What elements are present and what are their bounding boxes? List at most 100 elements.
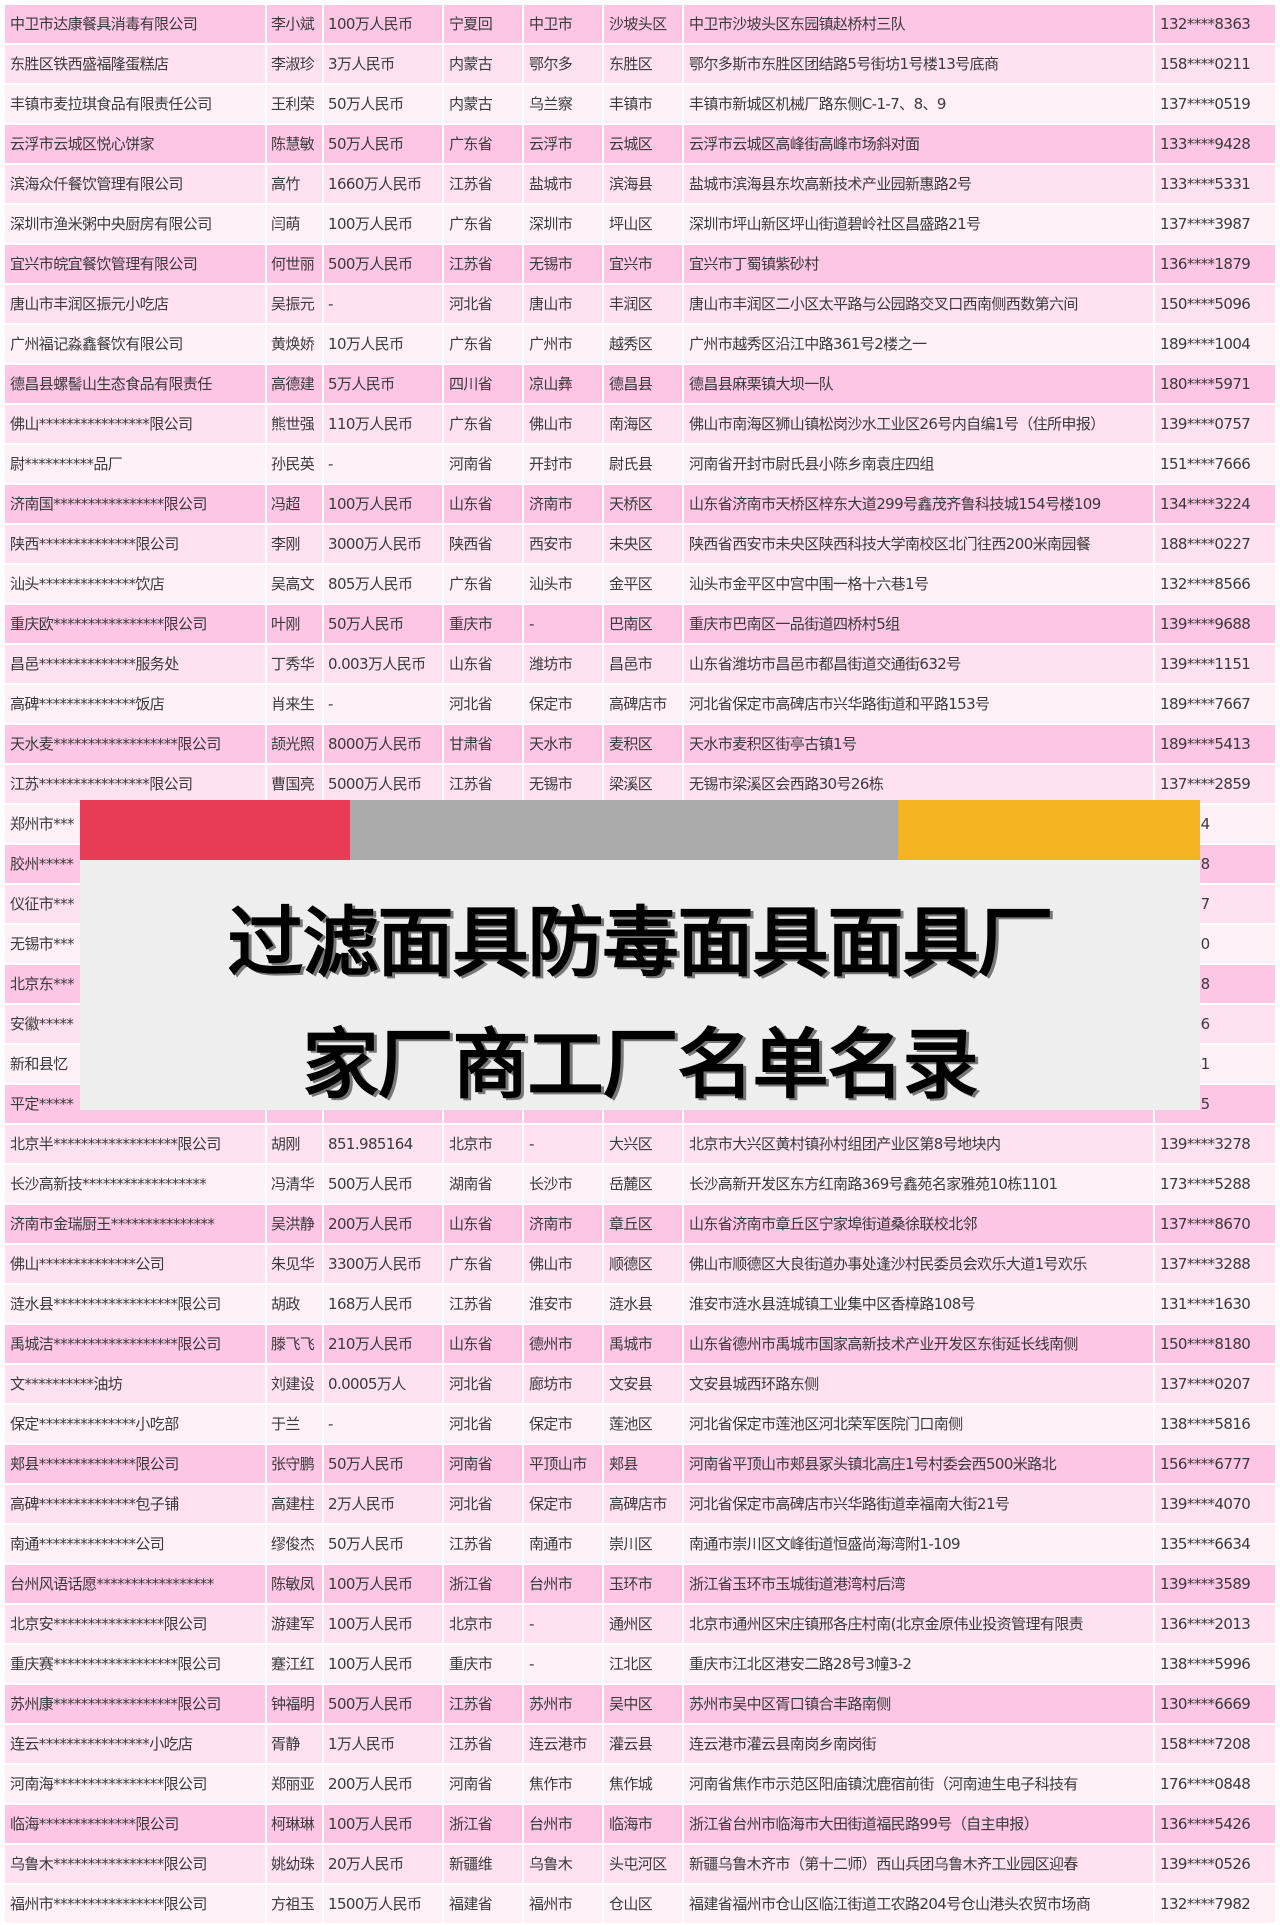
province-cell: 浙江省 xyxy=(444,1805,522,1843)
capital-cell: 500万人民币 xyxy=(324,245,442,283)
company-list-table: 中卫市达康餐具消毒有限公司 李小斌 100万人民币 宁夏回 中卫市 沙坡头区 中卫市沙坡头区… xyxy=(5,5,1277,1925)
company-cell: 佛山**************公司 xyxy=(5,1245,265,1283)
contact-cell: 郑丽亚 xyxy=(267,1765,322,1803)
province-cell: 江苏省 xyxy=(444,1685,522,1723)
district-cell: 临海市 xyxy=(604,1805,682,1843)
district-cell: 云城区 xyxy=(604,125,682,163)
district-cell: 东胜区 xyxy=(604,45,682,83)
address-cell: 河北省保定市高碑店市兴华路街道和平路153号 xyxy=(684,685,1153,723)
city-cell: 深圳市 xyxy=(524,205,602,243)
address-cell: 浙江省台州市临海市大田街道福民路99号（自主申报） xyxy=(684,1805,1153,1843)
table-row: 连云****************小吃店 胥静 1万人民币 江苏省 连云港市 灌云县 连云… xyxy=(5,1725,1277,1763)
district-cell: 梁溪区 xyxy=(604,765,682,803)
title-banner: 过滤面具防毒面具面具厂家厂商工厂名单名录 xyxy=(80,800,1200,1110)
phone-cell: 156****6777 xyxy=(1155,1445,1275,1483)
address-cell: 鄂尔多斯市东胜区团结路5号街坊1号楼13号底商 xyxy=(684,45,1153,83)
district-cell: 金平区 xyxy=(604,565,682,603)
company-cell: 乌鲁木****************限公司 xyxy=(5,1845,265,1883)
address-cell: 山东省济南市章丘区宁家埠街道桑徐联校北邻 xyxy=(684,1205,1153,1243)
province-cell: 山东省 xyxy=(444,645,522,683)
district-cell: 高碑店市 xyxy=(604,685,682,723)
phone-cell: 135****6634 xyxy=(1155,1525,1275,1563)
table-row: 郏县**************限公司 张守鹏 50万人民币 河南省 平顶山市 郏县 河南省… xyxy=(5,1445,1277,1483)
province-cell: 山东省 xyxy=(444,1325,522,1363)
address-cell: 无锡市梁溪区会西路30号26栋 xyxy=(684,765,1153,803)
district-cell: 玉环市 xyxy=(604,1565,682,1603)
company-cell: 保定**************小吃部 xyxy=(5,1405,265,1443)
city-cell: 唐山市 xyxy=(524,285,602,323)
table-row: 乌鲁木****************限公司 姚幼珠 20万人民币 新疆维 乌鲁木 头屯河… xyxy=(5,1845,1277,1883)
phone-cell: 158****7208 xyxy=(1155,1725,1275,1763)
company-cell: 北京安****************限公司 xyxy=(5,1605,265,1643)
address-cell: 长沙高新开发区东方红南路369号鑫苑名家雅苑10栋1101 xyxy=(684,1165,1153,1203)
city-cell: 无锡市 xyxy=(524,765,602,803)
phone-cell: 137****3288 xyxy=(1155,1245,1275,1283)
company-cell: 文**********油坊 xyxy=(5,1365,265,1403)
capital-cell: 200万人民币 xyxy=(324,1205,442,1243)
city-cell: 保定市 xyxy=(524,1405,602,1443)
province-cell: 宁夏回 xyxy=(444,5,522,43)
province-cell: 江苏省 xyxy=(444,165,522,203)
province-cell: 内蒙古 xyxy=(444,85,522,123)
phone-cell: 139****1151 xyxy=(1155,645,1275,683)
table-row: 保定**************小吃部 于兰 - 河北省 保定市 莲池区 河北省保定市莲池区… xyxy=(5,1405,1277,1443)
address-cell: 重庆市巴南区一品街道四桥村5组 xyxy=(684,605,1153,643)
contact-cell: 叶刚 xyxy=(267,605,322,643)
district-cell: 灌云县 xyxy=(604,1725,682,1763)
province-cell: 四川省 xyxy=(444,365,522,403)
table-row: 江苏****************限公司 曹国亮 5000万人民币 江苏省 无锡市 梁溪… xyxy=(5,765,1277,803)
capital-cell: - xyxy=(324,445,442,483)
capital-cell: 100万人民币 xyxy=(324,1605,442,1643)
company-cell: 宜兴市皖宜餐饮管理有限公司 xyxy=(5,245,265,283)
contact-cell: 柯琳琳 xyxy=(267,1805,322,1843)
contact-cell: 肖来生 xyxy=(267,685,322,723)
banner-yellow-bar xyxy=(898,800,1200,860)
address-cell: 山东省德州市禹城市国家高新技术产业开发区东街延长线南侧 xyxy=(684,1325,1153,1363)
contact-cell: 熊世强 xyxy=(267,405,322,443)
address-cell: 陕西省西安市未央区陕西科技大学南校区北门往西200米南园餐 xyxy=(684,525,1153,563)
province-cell: 江苏省 xyxy=(444,1525,522,1563)
table-row: 文**********油坊 刘建设 0.0005万人 河北省 廊坊市 文安县 文安县城西环路… xyxy=(5,1365,1277,1403)
contact-cell: 高竹 xyxy=(267,165,322,203)
contact-cell: 滕飞飞 xyxy=(267,1325,322,1363)
phone-cell: 134****3224 xyxy=(1155,485,1275,523)
company-cell: 陕西**************限公司 xyxy=(5,525,265,563)
contact-cell: 胥静 xyxy=(267,1725,322,1763)
company-cell: 东胜区铁西盛福隆蛋糕店 xyxy=(5,45,265,83)
district-cell: 越秀区 xyxy=(604,325,682,363)
contact-cell: 钟福明 xyxy=(267,1685,322,1723)
contact-cell: 李刚 xyxy=(267,525,322,563)
city-cell: 连云港市 xyxy=(524,1725,602,1763)
city-cell: 汕头市 xyxy=(524,565,602,603)
province-cell: 江苏省 xyxy=(444,765,522,803)
table-row: 佛山**************公司 朱见华 3300万人民币 广东省 佛山市 顺德区 佛山… xyxy=(5,1245,1277,1283)
company-cell: 广州福记淼鑫餐饮有限公司 xyxy=(5,325,265,363)
district-cell: 丰润区 xyxy=(604,285,682,323)
phone-cell: 180****5971 xyxy=(1155,365,1275,403)
table-row: 陕西**************限公司 李刚 3000万人民币 陕西省 西安市 未央区 陕西… xyxy=(5,525,1277,563)
contact-cell: 冯超 xyxy=(267,485,322,523)
table-row: 昌邑**************服务处 丁秀华 0.003万人民币 山东省 潍坊市 昌邑市… xyxy=(5,645,1277,683)
capital-cell: 805万人民币 xyxy=(324,565,442,603)
capital-cell: 0.0005万人 xyxy=(324,1365,442,1403)
capital-cell: 10万人民币 xyxy=(324,325,442,363)
city-cell: 焦作市 xyxy=(524,1765,602,1803)
district-cell: 焦作城 xyxy=(604,1765,682,1803)
address-cell: 丰镇市新城区机械厂路东侧C-1-7、8、9 xyxy=(684,85,1153,123)
district-cell: 南海区 xyxy=(604,405,682,443)
capital-cell: 50万人民币 xyxy=(324,1445,442,1483)
company-cell: 河南海****************限公司 xyxy=(5,1765,265,1803)
phone-cell: 173****5288 xyxy=(1155,1165,1275,1203)
company-cell: 高碑**************饭店 xyxy=(5,685,265,723)
address-cell: 盐城市滨海县东坎高新技术产业园新惠路2号 xyxy=(684,165,1153,203)
province-cell: 湖南省 xyxy=(444,1165,522,1203)
table-row: 重庆赛******************限公司 蹇江红 100万人民币 重庆市 - 江北… xyxy=(5,1645,1277,1683)
contact-cell: 游建军 xyxy=(267,1605,322,1643)
city-cell: 南通市 xyxy=(524,1525,602,1563)
phone-cell: 137****2859 xyxy=(1155,765,1275,803)
city-cell: 西安市 xyxy=(524,525,602,563)
city-cell: 凉山彝 xyxy=(524,365,602,403)
table-row: 汕头**************饮店 吴高文 805万人民币 广东省 汕头市 金平区 汕头市… xyxy=(5,565,1277,603)
province-cell: 新疆维 xyxy=(444,1845,522,1883)
district-cell: 仓山区 xyxy=(604,1885,682,1923)
